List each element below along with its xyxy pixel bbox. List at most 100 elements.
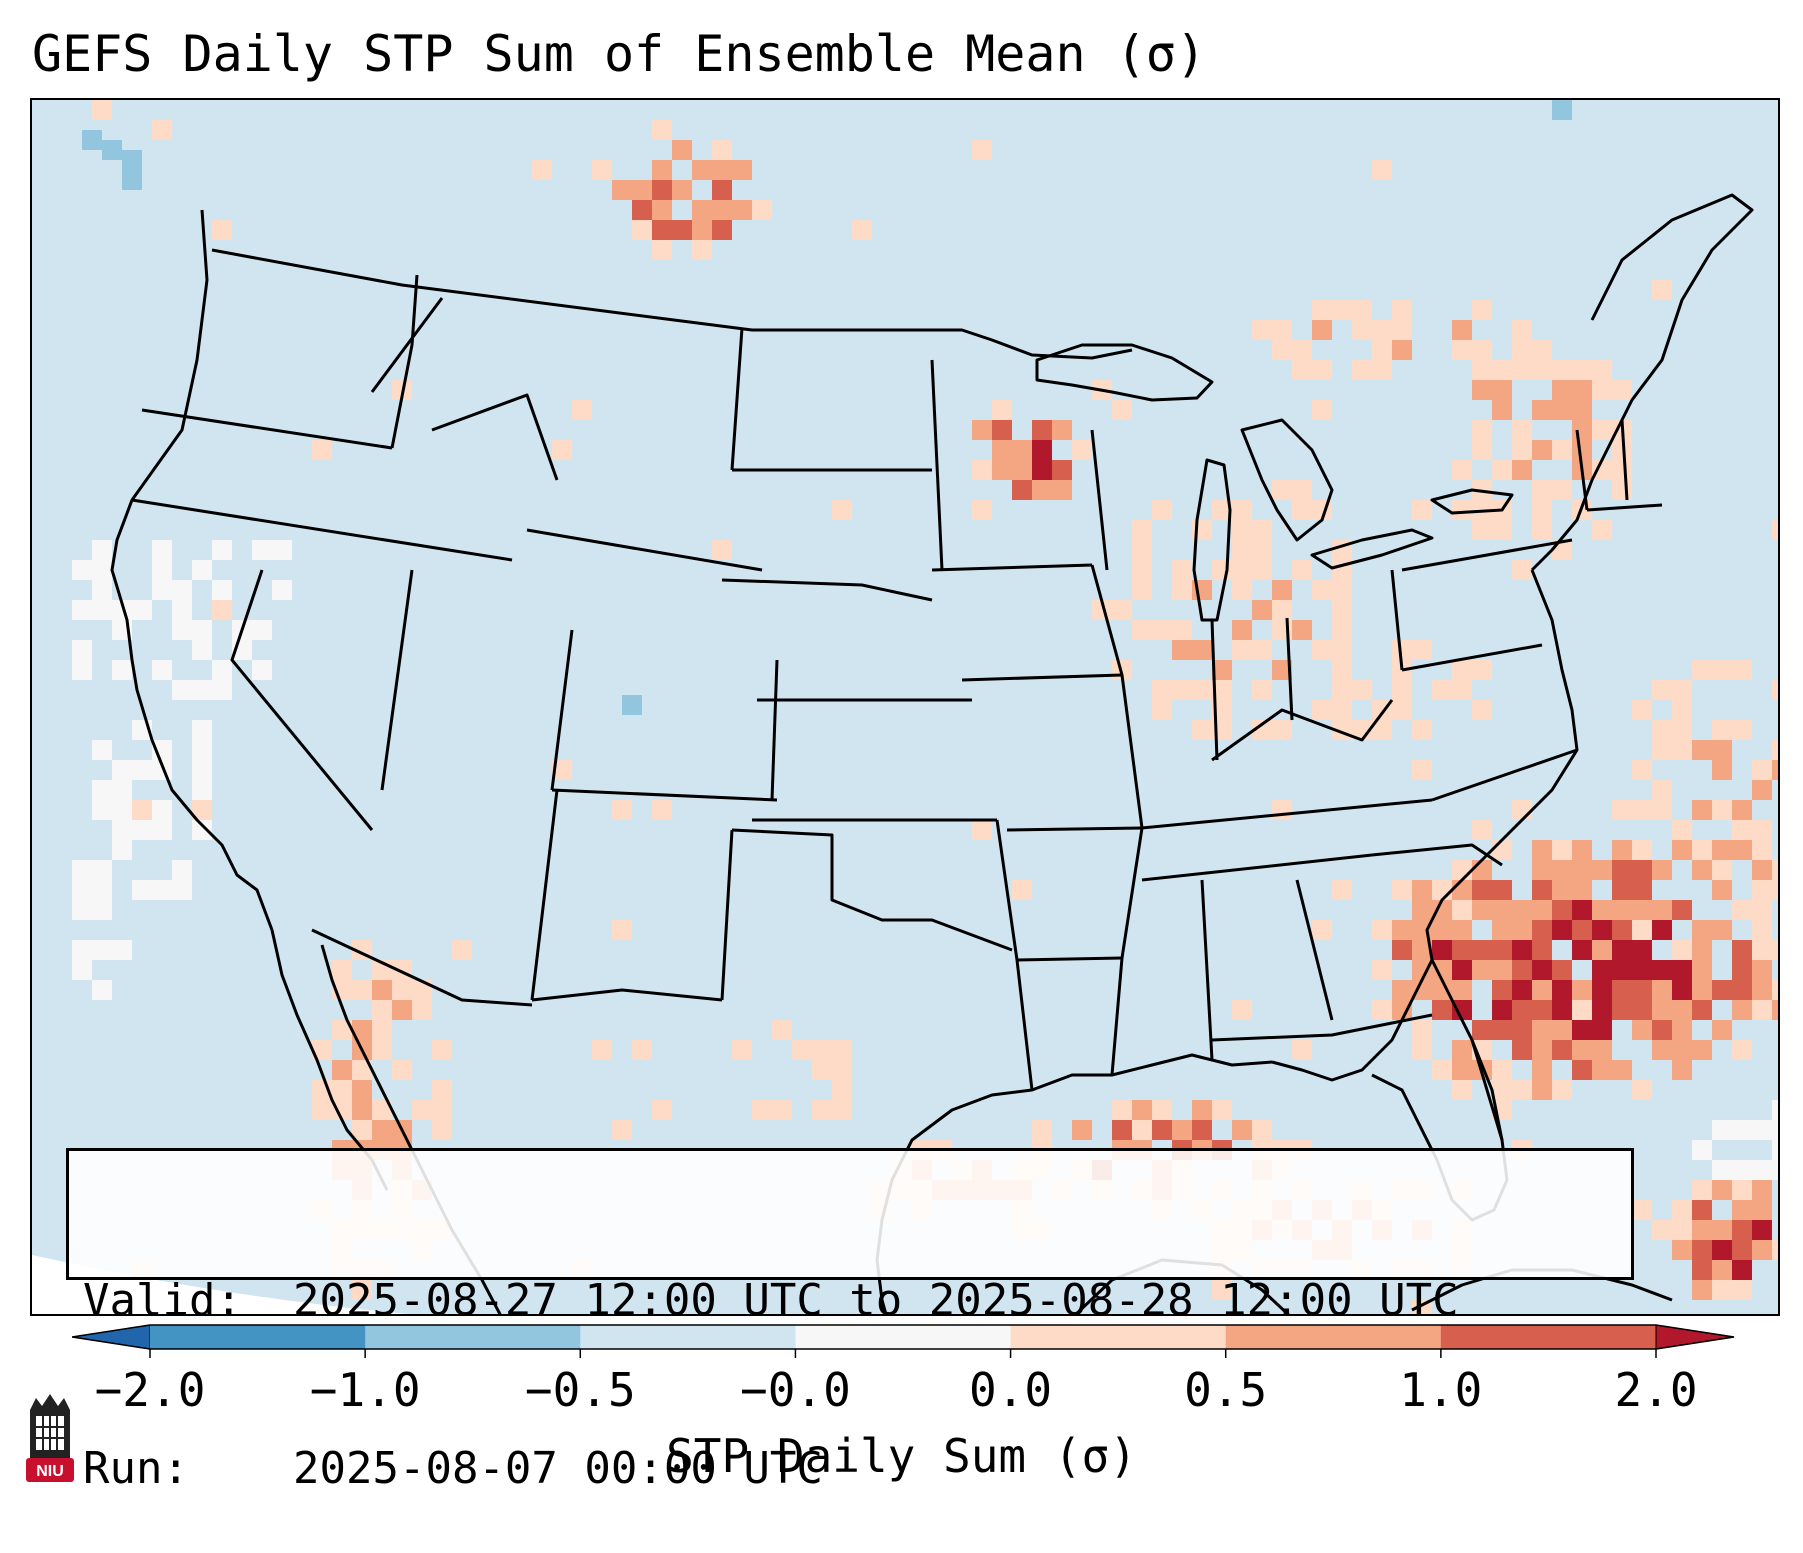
anomaly-cell bbox=[1472, 380, 1492, 400]
anomaly-cell bbox=[332, 1060, 352, 1080]
anomaly-cell bbox=[1592, 360, 1612, 380]
anomaly-cell bbox=[1472, 820, 1492, 840]
anomaly-cell bbox=[92, 740, 112, 760]
state-line-tx-la bbox=[1015, 959, 1034, 1091]
anomaly-cell bbox=[1732, 660, 1752, 680]
anomaly-cell bbox=[1752, 840, 1772, 860]
anomaly-cell bbox=[72, 880, 92, 900]
state-line-va-nc bbox=[1431, 748, 1578, 802]
anomaly-cell bbox=[1632, 800, 1652, 820]
anomaly-cell bbox=[1652, 740, 1672, 760]
anomaly-cell bbox=[1292, 340, 1312, 360]
valid-label: Valid: bbox=[83, 1275, 242, 1326]
anomaly-cell bbox=[1512, 360, 1532, 380]
anomaly-cell bbox=[1592, 940, 1612, 960]
anomaly-cell bbox=[312, 440, 332, 460]
anomaly-cell bbox=[1132, 560, 1152, 580]
anomaly-cell bbox=[1452, 860, 1472, 880]
anomaly-cell bbox=[1492, 1060, 1512, 1080]
anomaly-cell bbox=[1392, 300, 1412, 320]
florida bbox=[1271, 959, 1434, 1082]
anomaly-cell bbox=[1432, 1060, 1452, 1080]
anomaly-cell bbox=[1412, 940, 1432, 960]
anomaly-cell bbox=[1592, 920, 1612, 940]
anomaly-cell bbox=[1532, 880, 1552, 900]
anomaly-cell bbox=[1332, 620, 1352, 640]
anomaly-cell bbox=[672, 180, 692, 200]
anomaly-cell bbox=[412, 1100, 432, 1120]
anomaly-cell bbox=[1732, 1160, 1752, 1180]
anomaly-cell bbox=[1692, 960, 1712, 980]
anomaly-cell bbox=[82, 130, 102, 150]
anomaly-cell bbox=[1752, 900, 1772, 920]
anomaly-cell bbox=[1052, 480, 1072, 500]
anomaly-cell bbox=[1512, 340, 1532, 360]
anomaly-cell bbox=[1752, 780, 1772, 800]
anomaly-cell bbox=[1512, 1080, 1532, 1100]
anomaly-cell bbox=[332, 1100, 352, 1120]
anomaly-cell bbox=[1692, 980, 1712, 1000]
colorbar-bin-2 bbox=[580, 1325, 796, 1349]
anomaly-cell bbox=[1772, 1100, 1778, 1120]
us-canada-border bbox=[211, 248, 1133, 360]
anomaly-cell bbox=[1452, 1060, 1472, 1080]
anomaly-cell bbox=[1352, 320, 1372, 340]
anomaly-cell bbox=[1072, 440, 1092, 460]
anomaly-cell bbox=[692, 240, 712, 260]
anomaly-cell bbox=[1592, 460, 1612, 480]
anomaly-cell bbox=[72, 900, 92, 920]
anomaly-cell bbox=[272, 540, 292, 560]
anomaly-cell bbox=[1172, 560, 1192, 580]
anomaly-cell bbox=[212, 680, 232, 700]
anomaly-cell bbox=[1492, 1080, 1512, 1100]
state-line-az-south bbox=[311, 928, 533, 1007]
anomaly-cell bbox=[1112, 1100, 1132, 1120]
anomaly-cell bbox=[152, 820, 172, 840]
anomaly-cell bbox=[692, 200, 712, 220]
anomaly-cell bbox=[1132, 1100, 1152, 1120]
anomaly-cell bbox=[1492, 360, 1512, 380]
anomaly-cell bbox=[1552, 360, 1572, 380]
anomaly-cell bbox=[92, 560, 112, 580]
anomaly-cell bbox=[172, 680, 192, 700]
anomaly-cell bbox=[1752, 1120, 1772, 1140]
anomaly-cell bbox=[112, 940, 132, 960]
anomaly-cell bbox=[1592, 980, 1612, 1000]
anomaly-cell bbox=[1052, 460, 1072, 480]
anomaly-cell bbox=[412, 1000, 432, 1020]
anomaly-cell bbox=[1672, 680, 1692, 700]
anomaly-cell bbox=[1452, 460, 1472, 480]
anomaly-cell bbox=[812, 1040, 832, 1060]
anomaly-cell bbox=[1672, 700, 1692, 720]
anomaly-cell bbox=[72, 660, 92, 680]
anomaly-cell bbox=[172, 580, 192, 600]
anomaly-cell bbox=[1552, 380, 1572, 400]
lake-superior bbox=[1035, 343, 1214, 402]
anomaly-cell bbox=[1632, 700, 1652, 720]
anomaly-cell bbox=[1552, 1080, 1572, 1100]
anomaly-cell bbox=[1512, 980, 1532, 1000]
anomaly-cell bbox=[1412, 720, 1432, 740]
state-line-ok-ar bbox=[995, 819, 1019, 961]
anomaly-cell bbox=[352, 1080, 372, 1100]
anomaly-cell bbox=[1592, 960, 1612, 980]
anomaly-cell bbox=[1692, 840, 1712, 860]
anomaly-cell bbox=[1152, 680, 1172, 700]
anomaly-cell bbox=[1752, 1000, 1772, 1020]
anomaly-cell bbox=[1592, 1060, 1612, 1080]
anomaly-cell bbox=[272, 580, 292, 600]
anomaly-cell bbox=[1472, 360, 1492, 380]
anomaly-cell bbox=[1392, 340, 1412, 360]
anomaly-cell bbox=[1232, 580, 1252, 600]
anomaly-cell bbox=[1672, 1060, 1692, 1080]
anomaly-cell bbox=[1552, 880, 1572, 900]
anomaly-cell bbox=[1332, 640, 1352, 660]
anomaly-cell bbox=[1672, 1000, 1692, 1020]
anomaly-cell bbox=[672, 220, 692, 240]
anomaly-cell bbox=[1272, 600, 1292, 620]
anomaly-cell bbox=[1532, 340, 1552, 360]
anomaly-cell bbox=[1632, 760, 1652, 780]
anomaly-cell bbox=[112, 780, 132, 800]
anomaly-cell bbox=[1472, 960, 1492, 980]
anomaly-cell bbox=[332, 960, 352, 980]
